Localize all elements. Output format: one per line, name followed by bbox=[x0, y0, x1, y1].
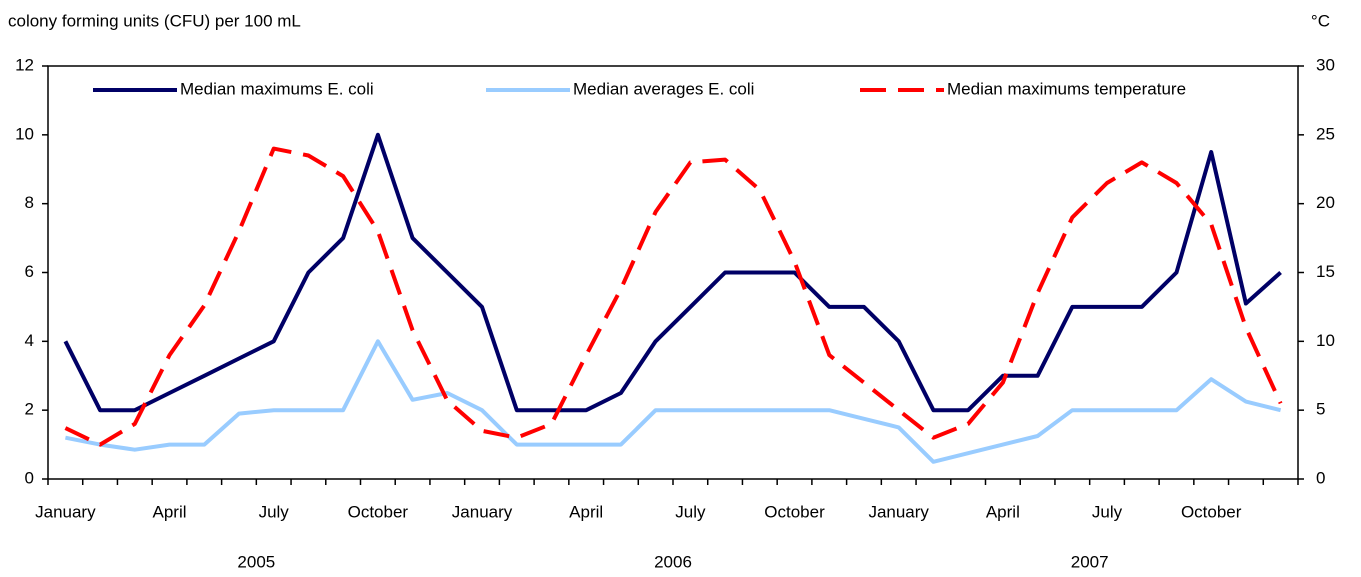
y-tick-label: 4 bbox=[25, 331, 34, 350]
legend-label: Median maximums temperature bbox=[947, 79, 1186, 98]
series-line bbox=[63, 132, 1282, 413]
y-tick-label: 8 bbox=[25, 193, 34, 212]
x-tick-label: October bbox=[348, 502, 409, 521]
x-tick-label: January bbox=[452, 502, 513, 521]
y-tick-label: 12 bbox=[15, 55, 34, 74]
y2-tick-label: 15 bbox=[1316, 262, 1335, 281]
y2-tick-label: 5 bbox=[1316, 400, 1325, 419]
y-tick-label: 2 bbox=[25, 400, 34, 419]
year-label: 2005 bbox=[237, 552, 275, 571]
x-tick-label: January bbox=[868, 502, 929, 521]
y-tick-label: 6 bbox=[25, 262, 34, 281]
x-tick-label: April bbox=[153, 502, 187, 521]
series-line bbox=[64, 146, 1283, 447]
y2-axis-title: °C bbox=[1311, 11, 1330, 30]
x-tick-label: October bbox=[1181, 502, 1242, 521]
x-tick-label: January bbox=[35, 502, 96, 521]
y-tick-label: 10 bbox=[15, 124, 34, 143]
x-tick-label: July bbox=[1092, 502, 1123, 521]
y-axis-title: colony forming units (CFU) per 100 mL bbox=[8, 11, 301, 30]
year-label: 2007 bbox=[1071, 552, 1109, 571]
y-tick-label: 0 bbox=[25, 468, 34, 487]
legend-label: Median averages E. coli bbox=[573, 79, 754, 98]
x-tick-label: April bbox=[986, 502, 1020, 521]
y2-tick-label: 25 bbox=[1316, 124, 1335, 143]
x-tick-label: July bbox=[259, 502, 290, 521]
x-tick-label: October bbox=[764, 502, 825, 521]
series-line bbox=[65, 339, 1282, 464]
x-tick-label: April bbox=[569, 502, 603, 521]
y2-tick-label: 10 bbox=[1316, 331, 1335, 350]
legend-label: Median maximums E. coli bbox=[180, 79, 374, 98]
x-tick-label: July bbox=[675, 502, 706, 521]
y2-tick-label: 0 bbox=[1316, 468, 1325, 487]
y2-tick-label: 20 bbox=[1316, 193, 1335, 212]
y2-tick-label: 30 bbox=[1316, 55, 1335, 74]
year-label: 2006 bbox=[654, 552, 692, 571]
